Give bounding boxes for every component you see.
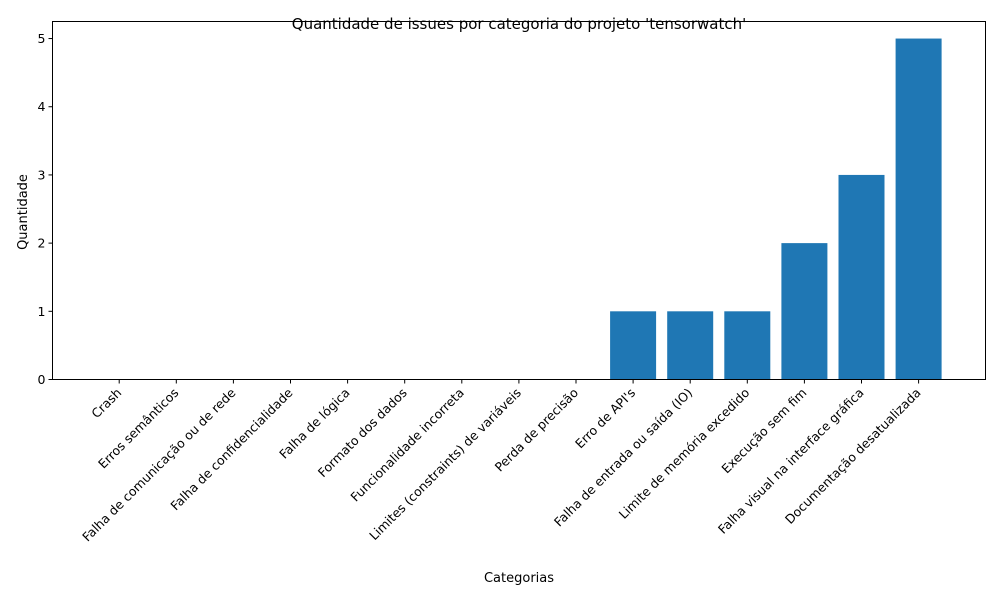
y-axis-label: Quantidade <box>16 174 31 250</box>
x-axis-label: Categorias <box>484 571 554 586</box>
x-tick-label: Falha de confidencialidade <box>167 385 295 513</box>
y-tick-label: 1 <box>38 304 46 319</box>
bar <box>610 311 657 380</box>
y-tick-label: 4 <box>38 99 46 114</box>
bars-group <box>610 38 942 380</box>
y-tick-label: 5 <box>38 31 46 46</box>
bar <box>667 311 714 380</box>
bar <box>781 243 828 380</box>
x-tick-label: Crash <box>88 385 124 421</box>
plot-frame <box>52 21 986 380</box>
y-tick-label: 0 <box>38 372 46 387</box>
bar <box>724 311 771 380</box>
x-tick-label: Funcionalidade incorreta <box>347 385 467 505</box>
bar <box>895 38 942 380</box>
y-tick-label: 3 <box>38 167 46 182</box>
bar <box>838 174 885 380</box>
y-ticks-group: 0 1 2 3 4 5 <box>38 31 53 387</box>
chart-title: Quantidade de issues por categoria do pr… <box>292 15 746 33</box>
y-tick-label: 2 <box>38 236 46 251</box>
